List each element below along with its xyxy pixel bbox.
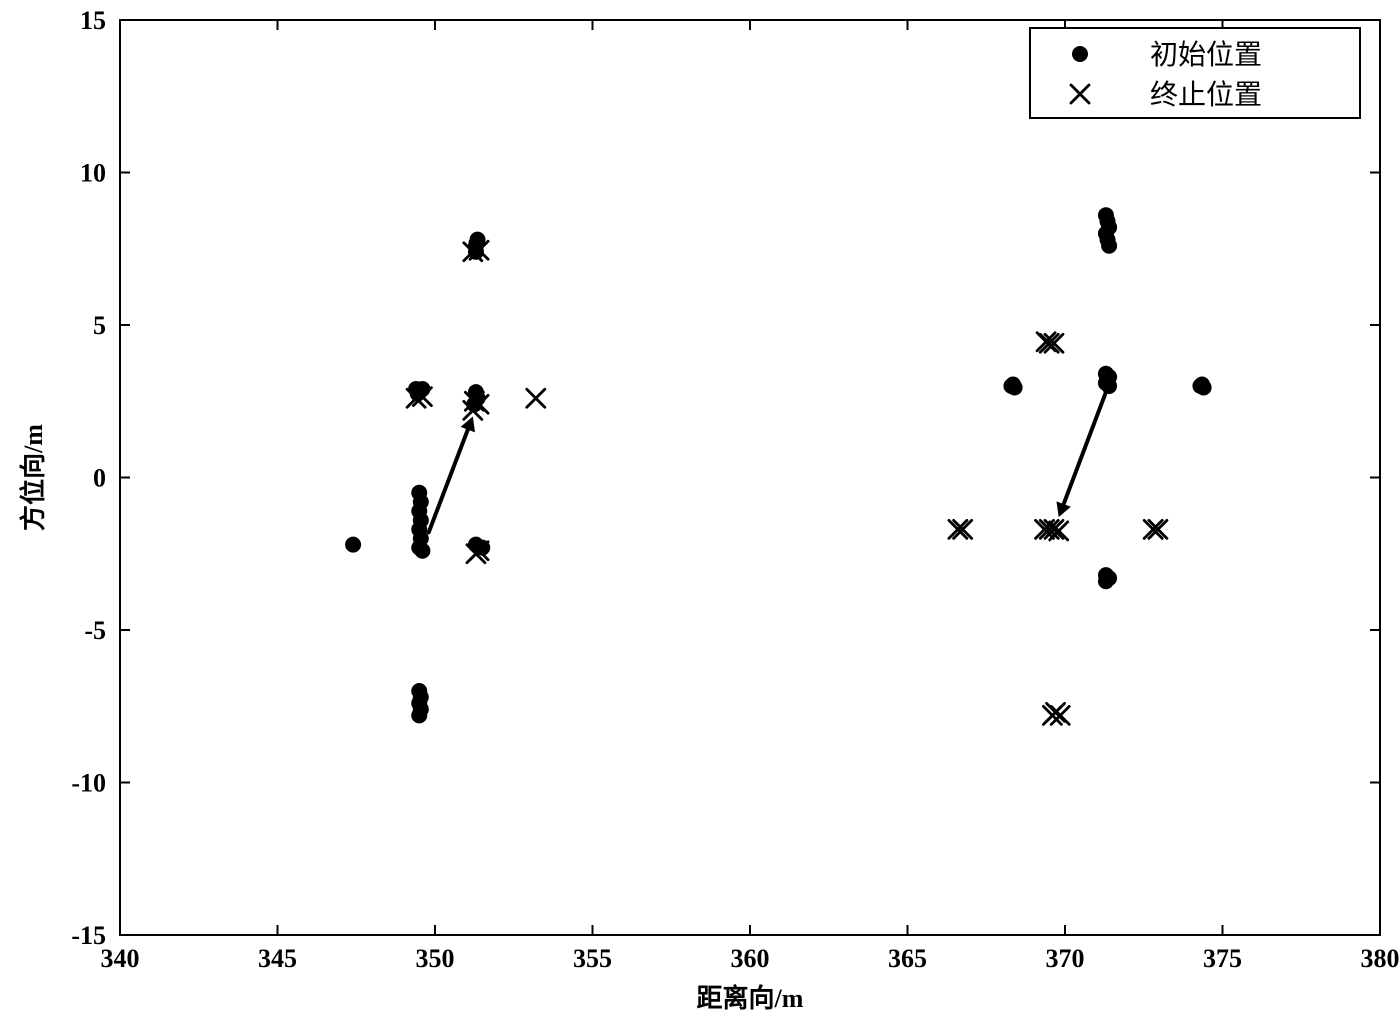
- x-tick-label: 370: [1046, 944, 1085, 973]
- x-tick-label: 350: [416, 944, 455, 973]
- dot-marker: [1194, 376, 1210, 392]
- scatter-chart: 340 345 350 355 360 365 370 375 380 -15 -10 -5 0 5 10 1…: [0, 0, 1400, 1025]
- dot-marker: [411, 707, 427, 723]
- y-tick-label: -10: [71, 769, 106, 798]
- plot-border: [120, 20, 1380, 935]
- legend-label: 终止位置: [1150, 79, 1262, 111]
- y-tick-label: 15: [80, 6, 106, 35]
- y-tick-label: 10: [80, 159, 106, 188]
- legend-dot-icon: [1072, 46, 1088, 62]
- y-axis-label: 方位向/m: [18, 424, 48, 531]
- chart-svg: 340 345 350 355 360 365 370 375 380 -15 -10 -5 0 5 10 1…: [0, 0, 1400, 1025]
- arrow-line: [429, 430, 468, 533]
- x-tick-label: 340: [101, 944, 140, 973]
- arrow-line: [1064, 392, 1106, 504]
- data-layer: [345, 207, 1212, 724]
- dot-marker: [1101, 238, 1117, 254]
- dot-marker: [1005, 376, 1021, 392]
- x-tick-label: 375: [1203, 944, 1242, 973]
- dot-marker: [1098, 573, 1114, 589]
- dot-marker: [345, 537, 361, 553]
- y-tick-label: -15: [71, 921, 106, 950]
- y-tick-label: 0: [93, 464, 106, 493]
- dot-marker: [1101, 378, 1117, 394]
- x-axis-label: 距离向/m: [697, 983, 804, 1013]
- x-tick-label: 380: [1361, 944, 1400, 973]
- x-tick-label: 355: [573, 944, 612, 973]
- y-tick-label: 5: [93, 311, 106, 340]
- legend-label: 初始位置: [1150, 39, 1262, 71]
- dot-marker: [414, 543, 430, 559]
- y-tick-label: -5: [84, 616, 106, 645]
- x-tick-label: 360: [731, 944, 770, 973]
- x-tick-label: 345: [258, 944, 297, 973]
- x-tick-label: 365: [888, 944, 927, 973]
